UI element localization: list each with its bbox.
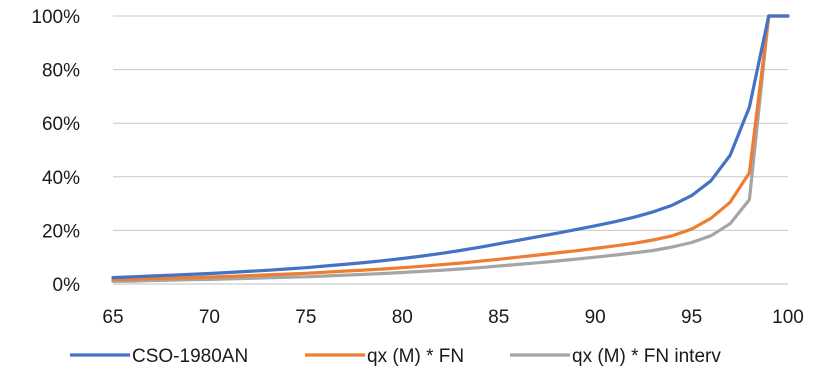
legend-label-2: qx (M) * FN interv bbox=[572, 346, 721, 367]
x-tick-label: 90 bbox=[585, 307, 606, 328]
x-tick-label: 100 bbox=[772, 307, 804, 328]
legend: CSO-1980AN qx (M) * FN qx (M) * FN interv bbox=[70, 346, 721, 367]
y-tick-label: 0% bbox=[53, 275, 81, 296]
x-tick-label: 85 bbox=[488, 307, 509, 328]
y-tick-label: 40% bbox=[42, 168, 80, 189]
gridlines bbox=[113, 15, 788, 231]
y-tick-label: 60% bbox=[42, 114, 80, 135]
x-axis: 65 70 75 80 85 90 95 100 bbox=[102, 283, 804, 328]
series-line-2 bbox=[111, 14, 790, 283]
y-axis: 0% 20% 40% 60% 80% 100% bbox=[31, 7, 80, 296]
x-tick-label: 95 bbox=[681, 307, 702, 328]
x-tick-label: 65 bbox=[102, 307, 123, 328]
y-tick-label: 80% bbox=[42, 61, 80, 82]
y-tick-label: 100% bbox=[31, 7, 80, 28]
legend-label-0: CSO-1980AN bbox=[132, 346, 248, 367]
series-lines bbox=[111, 14, 790, 283]
series-line-1 bbox=[111, 14, 790, 282]
x-tick-label: 80 bbox=[392, 307, 413, 328]
series-line-0 bbox=[111, 14, 790, 280]
x-tick-label: 70 bbox=[199, 307, 220, 328]
y-tick-label: 20% bbox=[42, 221, 80, 242]
x-tick-label: 75 bbox=[295, 307, 316, 328]
legend-label-1: qx (M) * FN bbox=[367, 346, 464, 367]
